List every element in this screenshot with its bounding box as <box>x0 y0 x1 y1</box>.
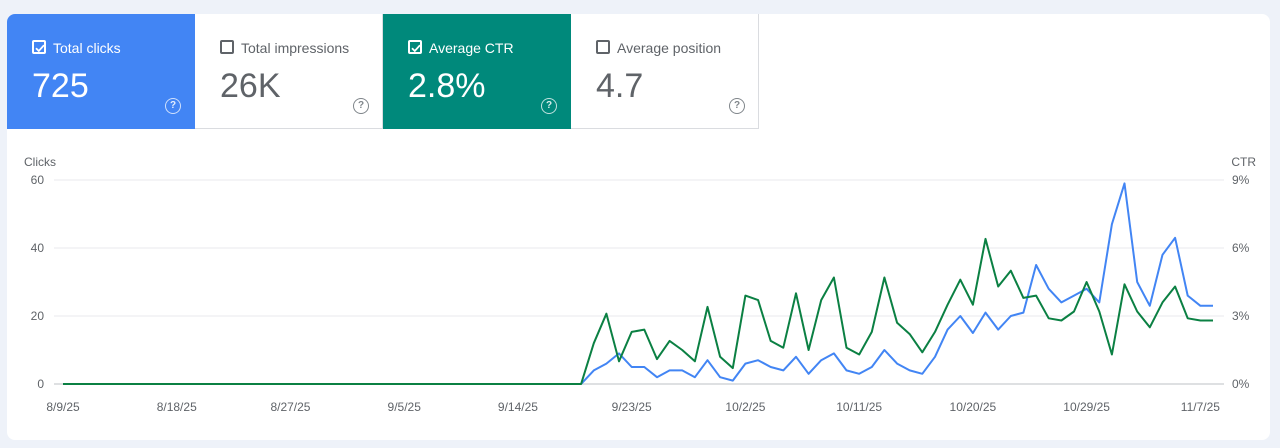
metric-value: 26K <box>220 67 281 105</box>
metric-value: 4.7 <box>596 67 644 105</box>
x-tick-label: 10/29/25 <box>1063 400 1110 414</box>
metric-card-total-impressions[interactable]: Total impressions 26K ? <box>195 14 383 129</box>
help-icon[interactable]: ? <box>353 98 369 114</box>
right-axis-ticks: 0% 3% 6% 9% <box>1232 173 1250 391</box>
left-tick-label: 0 <box>37 377 44 391</box>
help-icon[interactable]: ? <box>541 98 557 114</box>
right-tick-label: 0% <box>1232 377 1250 391</box>
metric-value: 725 <box>32 67 89 105</box>
checkbox-unchecked-icon[interactable] <box>596 40 610 54</box>
metric-label: Total impressions <box>241 40 350 56</box>
checkbox-unchecked-icon[interactable] <box>220 40 234 54</box>
checkbox-checked-icon[interactable] <box>408 40 422 54</box>
x-tick-label: 9/5/25 <box>388 400 422 414</box>
x-axis-ticks: 8/9/25 8/18/25 8/27/25 9/5/25 9/14/25 9/23/25… <box>46 400 1220 414</box>
series-line-ctr <box>63 237 1213 385</box>
metric-card-total-clicks[interactable]: Total clicks 725 ? <box>7 14 195 129</box>
x-tick-label: 8/27/25 <box>270 400 310 414</box>
right-tick-label: 9% <box>1232 173 1250 187</box>
metric-value: 2.8% <box>408 67 486 105</box>
metric-cards: Total clicks 725 ? Total impressions 26K… <box>7 14 759 129</box>
right-tick-label: 3% <box>1232 309 1250 323</box>
x-tick-label: 9/23/25 <box>612 400 652 414</box>
chart-series <box>63 182 1213 385</box>
x-tick-label: 10/2/25 <box>725 400 765 414</box>
x-tick-label: 11/7/25 <box>1181 400 1220 414</box>
x-tick-label: 8/9/25 <box>46 400 80 414</box>
chart-gridlines <box>54 179 1224 385</box>
metric-label: Total clicks <box>53 40 121 56</box>
performance-panel: Total clicks 725 ? Total impressions 26K… <box>7 14 1270 440</box>
left-tick-label: 40 <box>31 241 45 255</box>
x-tick-label: 9/14/25 <box>498 400 538 414</box>
right-axis-label: CTR <box>1231 155 1256 169</box>
x-tick-label: 10/11/25 <box>836 400 882 414</box>
left-axis-label: Clicks <box>24 155 56 169</box>
metric-card-average-position[interactable]: Average position 4.7 ? <box>571 14 759 129</box>
series-line-clicks <box>63 182 1213 385</box>
left-tick-label: 60 <box>31 173 45 187</box>
help-icon[interactable]: ? <box>729 98 745 114</box>
metric-label: Average position <box>617 40 722 56</box>
metric-card-average-ctr[interactable]: Average CTR 2.8% ? <box>383 14 571 129</box>
left-axis-ticks: 0 20 40 60 <box>31 173 45 391</box>
x-tick-label: 8/18/25 <box>157 400 197 414</box>
left-tick-label: 20 <box>31 309 45 323</box>
right-tick-label: 6% <box>1232 241 1250 255</box>
metric-label: Average CTR <box>429 40 514 56</box>
help-icon[interactable]: ? <box>165 98 181 114</box>
checkbox-checked-icon[interactable] <box>32 40 46 54</box>
x-tick-label: 10/20/25 <box>950 400 997 414</box>
